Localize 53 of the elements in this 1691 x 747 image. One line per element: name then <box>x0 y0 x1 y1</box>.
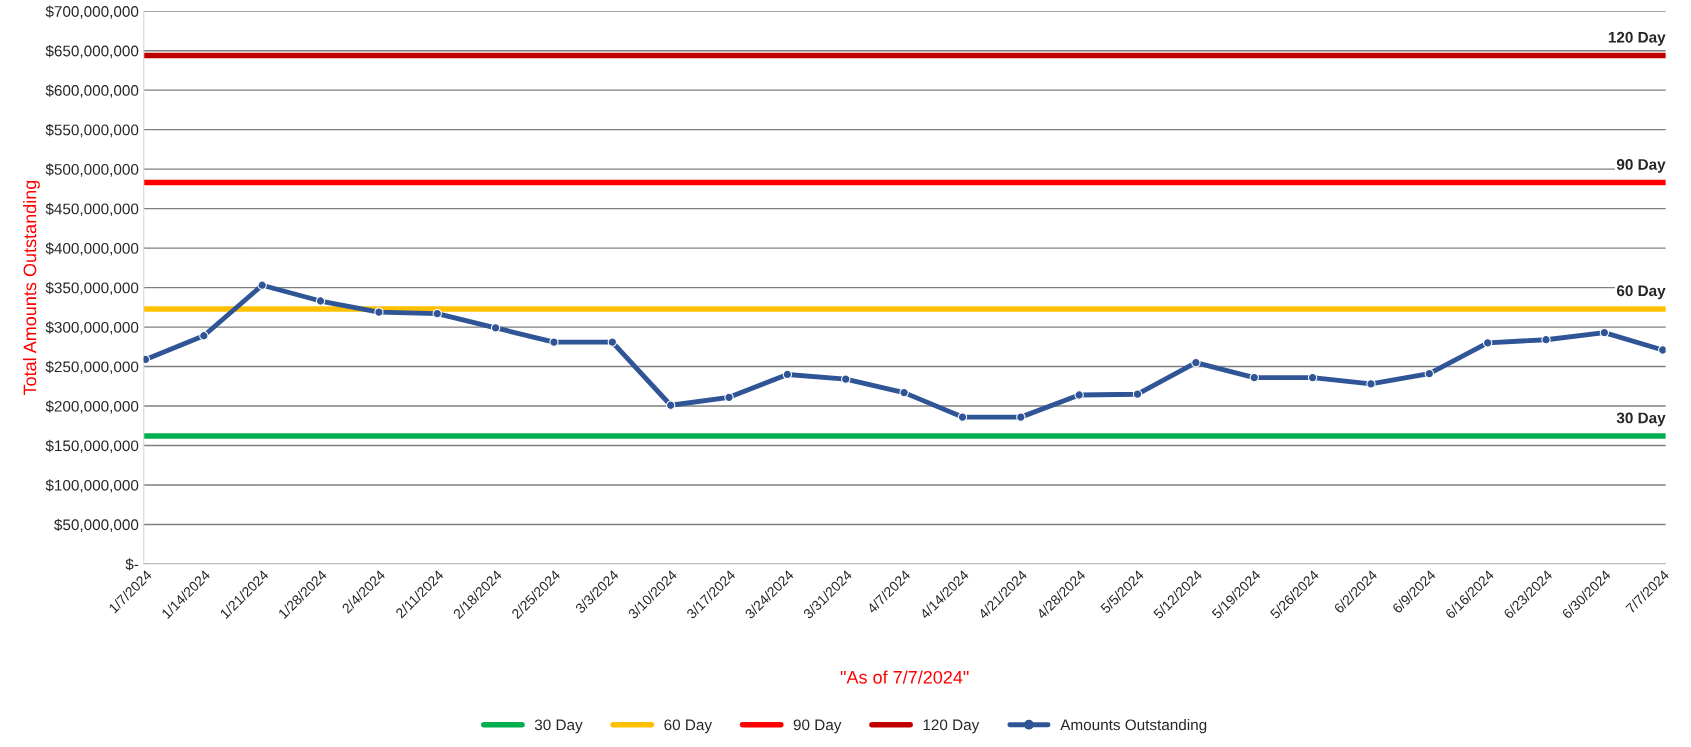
point <box>490 323 501 333</box>
point <box>1249 372 1259 383</box>
point <box>432 308 442 319</box>
point <box>1132 389 1143 399</box>
point <box>899 387 909 398</box>
y-axis-title: Total Amounts Outstanding <box>23 180 40 396</box>
y-tick-label: $700,000,000 <box>45 5 139 19</box>
point <box>665 400 676 410</box>
point <box>1191 357 1201 368</box>
y-tick-label: $400,000,000 <box>45 242 139 256</box>
point <box>957 412 968 422</box>
text: 30 Day <box>1616 412 1666 427</box>
point <box>1074 390 1084 400</box>
y-tick-label: $- <box>125 558 139 571</box>
legend-label: 90 Day <box>793 719 842 734</box>
y-tick-label: $650,000,000 <box>45 44 139 59</box>
point <box>257 280 267 290</box>
y-tick-label: $150,000,000 <box>45 439 139 454</box>
legend-label: 60 Day <box>664 719 713 734</box>
x-axis-title: "As of 7/7/2024" <box>840 670 969 684</box>
y-tick-label: $600,000,000 <box>45 84 139 98</box>
y-tick-label: $450,000,000 <box>45 202 139 217</box>
y-tick-label: $200,000,000 <box>45 400 139 414</box>
point <box>549 337 559 347</box>
legend-label: 120 Day <box>923 719 980 734</box>
point <box>782 369 793 380</box>
point <box>1541 335 1551 345</box>
point <box>724 392 734 403</box>
legend-label: 30 Day <box>534 719 583 734</box>
y-tick-label: $50,000,000 <box>54 518 139 532</box>
point <box>607 337 618 347</box>
point <box>315 296 326 306</box>
point <box>199 331 209 341</box>
point <box>1016 412 1026 422</box>
y-tick-label: $300,000,000 <box>45 321 139 335</box>
point <box>374 307 384 317</box>
y-tick-label: $350,000,000 <box>45 281 139 296</box>
legend-label: Amounts Outstanding <box>1060 719 1207 734</box>
y-tick-label: $100,000,000 <box>45 479 139 493</box>
point <box>1366 379 1376 389</box>
point <box>1658 345 1666 355</box>
point <box>841 374 851 384</box>
point <box>1599 327 1610 338</box>
text: 90 Day <box>1616 159 1666 173</box>
y-tick-label: $250,000,000 <box>45 360 139 375</box>
text: 60 Day <box>1616 285 1666 300</box>
text: 120 Day <box>1608 31 1666 46</box>
point <box>1307 372 1318 383</box>
point <box>1482 338 1493 348</box>
point <box>1424 368 1434 379</box>
y-tick-label: $500,000,000 <box>45 163 139 177</box>
point <box>143 354 151 365</box>
y-tick-label: $550,000,000 <box>45 123 139 138</box>
